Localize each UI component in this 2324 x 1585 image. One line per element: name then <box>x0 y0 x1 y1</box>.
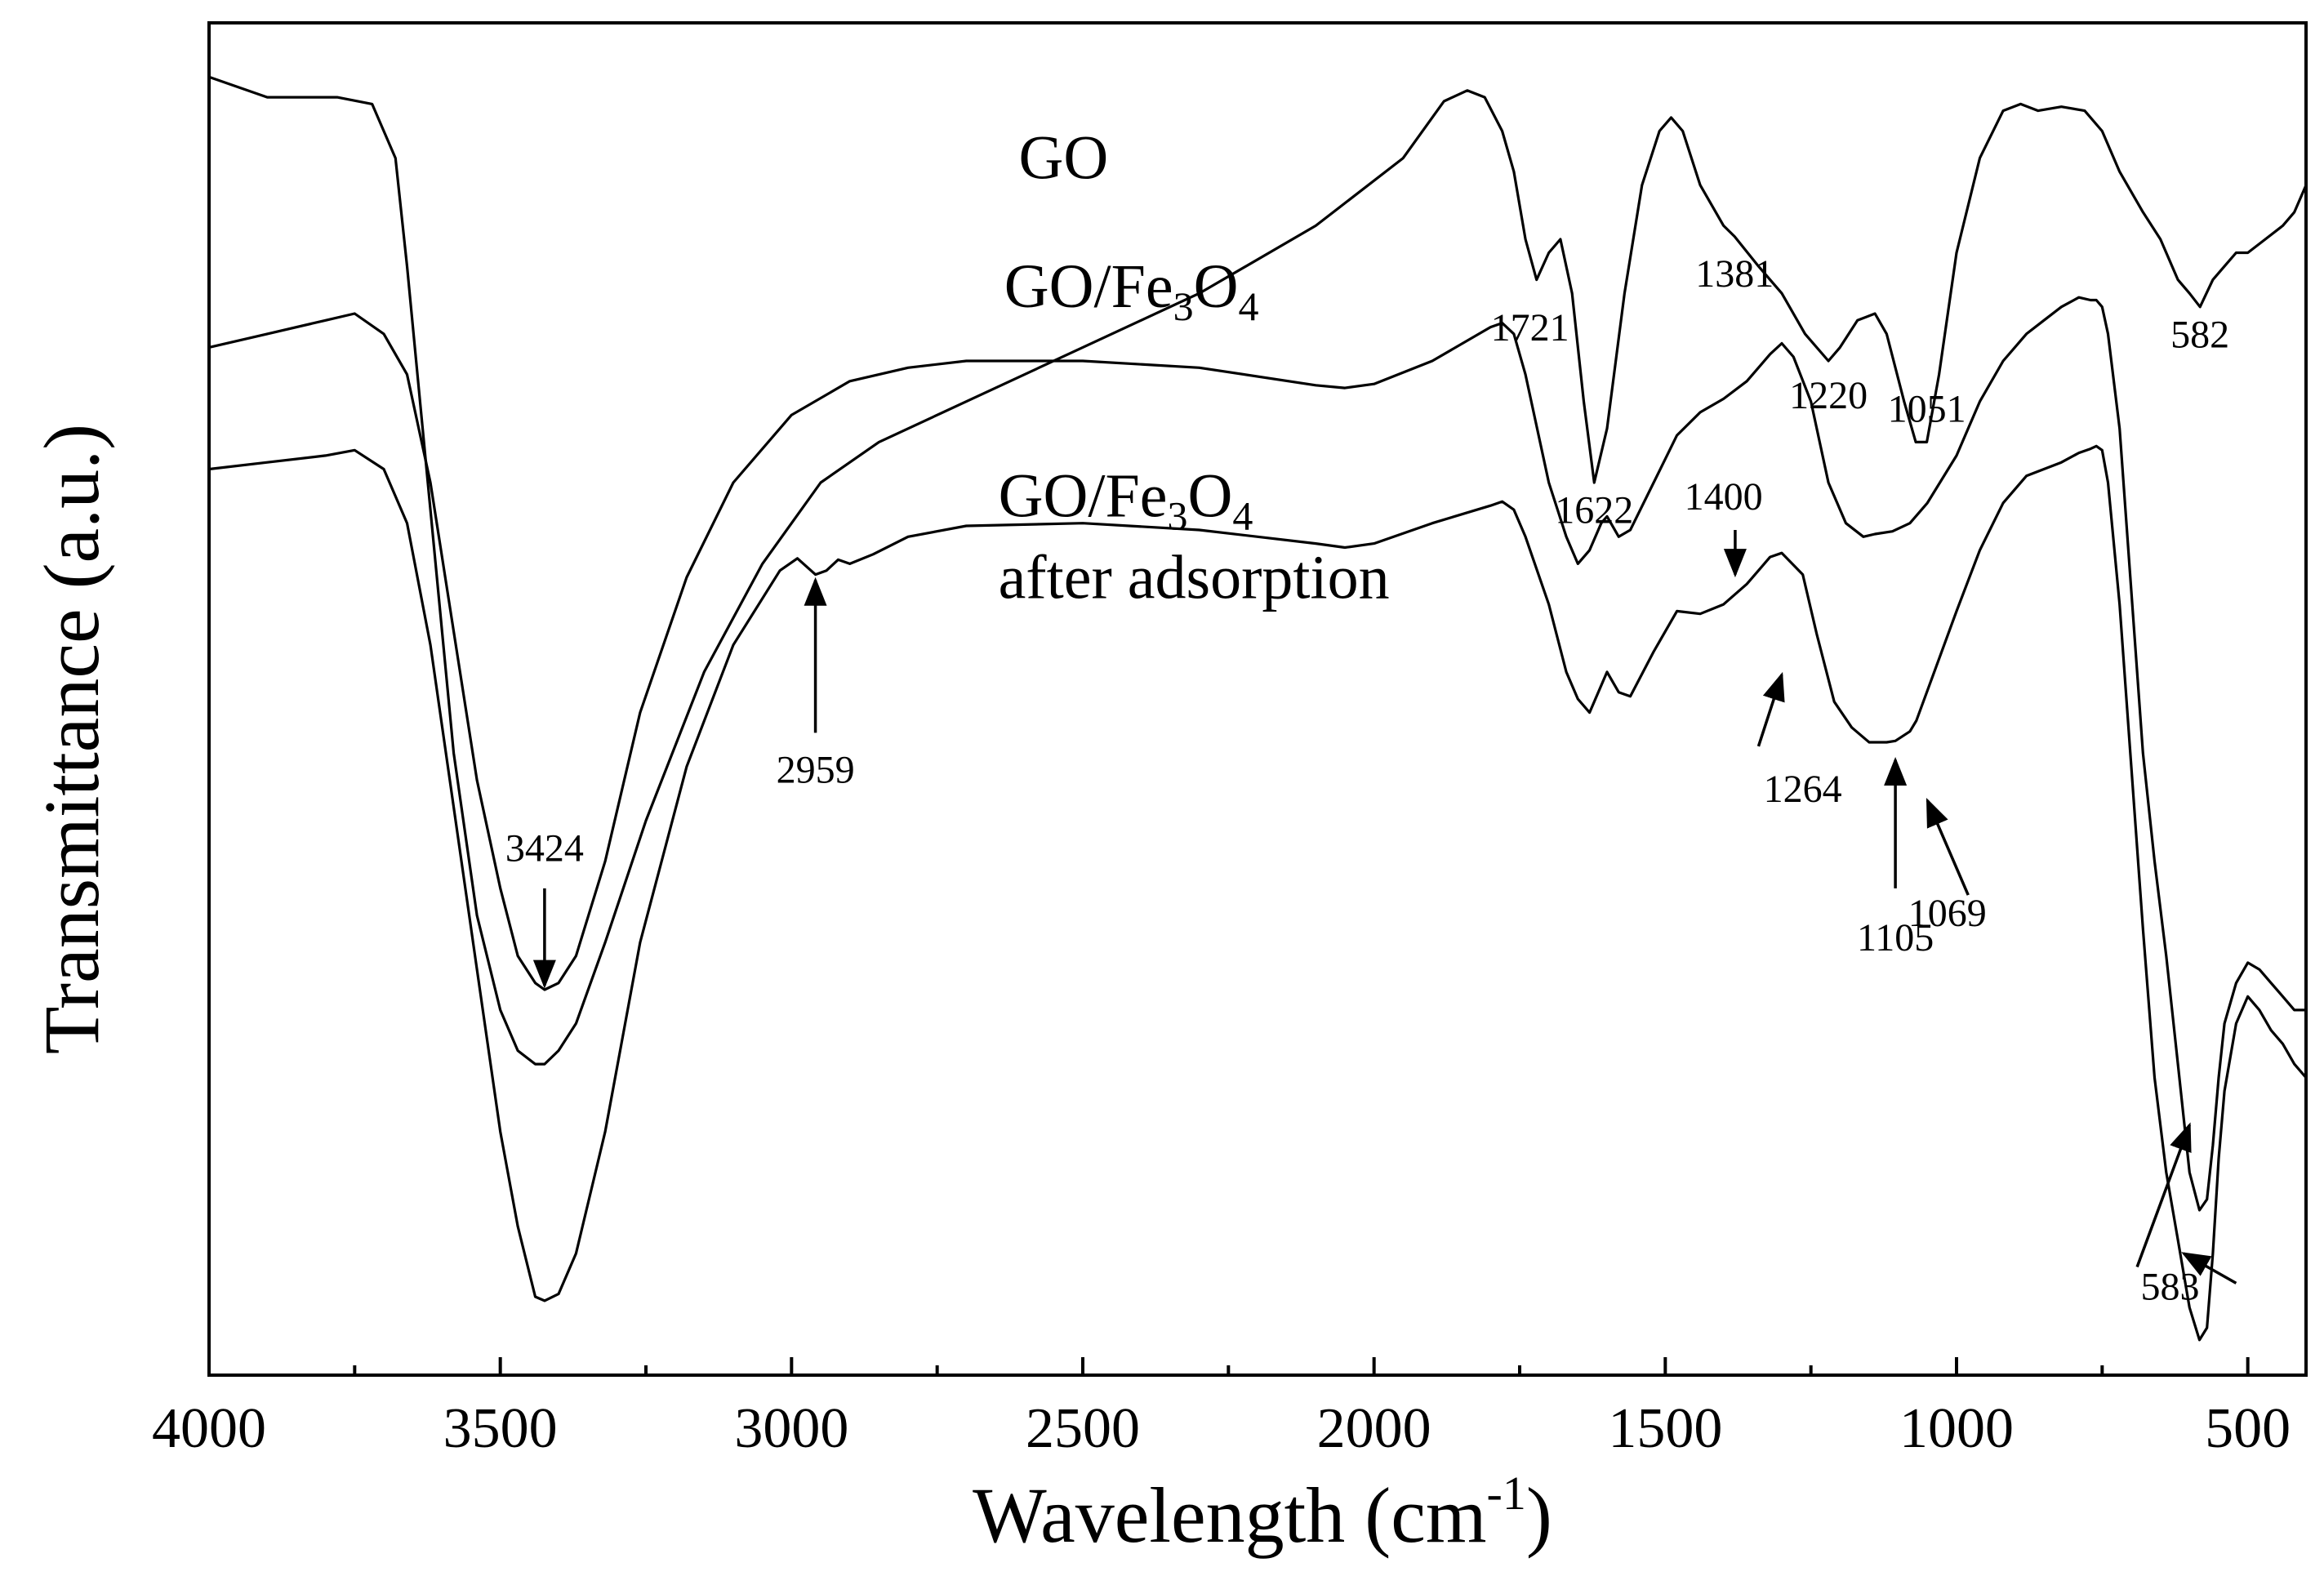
peak-label-1220: 1220 <box>1789 374 1868 417</box>
peak-label-583: 583 <box>2140 1265 2199 1308</box>
peak-label-583-arrow-2 <box>2181 1252 2237 1284</box>
series-label-go-fe3o4: GO/Fe3O4 <box>1004 252 1259 329</box>
x-axis-title: Wavelength (cm-1) <box>973 1467 1552 1559</box>
peak-label-1721: 1721 <box>1491 306 1569 350</box>
peak-label-582: 582 <box>2170 313 2229 356</box>
x-tick-label: 3000 <box>734 1397 848 1460</box>
peak-label-1381: 1381 <box>1695 252 1774 296</box>
peak-label-1069: 1069 <box>1908 892 1987 935</box>
peak-label-3424: 3424 <box>505 827 584 870</box>
series-line-go-fe3o4-after-adsorption <box>208 444 2308 1342</box>
x-tick-label: 3500 <box>443 1397 558 1460</box>
x-tick-label: 2500 <box>1026 1397 1140 1460</box>
series-layer <box>208 75 2308 1342</box>
peak-label-1400: 1400 <box>1685 475 1763 519</box>
peak-label-1264-arrow <box>1756 671 1785 747</box>
peak-annotations: 1721 1622 1381 1220 1051 582 3424 1400 2959 1264 1… <box>505 252 2237 1308</box>
series-line-go-fe3o4 <box>208 296 2306 1212</box>
x-ticks: 4000 3500 3000 2500 2000 1500 1000 500 <box>152 1357 2291 1460</box>
peak-label-1264: 1264 <box>1764 768 1842 811</box>
peak-label-583-arrow <box>2135 1122 2192 1268</box>
series-line-go <box>208 75 2308 1066</box>
peak-label-1051: 1051 <box>1888 388 1966 431</box>
series-label-go-fe3o4-after-adsorption: GO/Fe3O4 <box>999 461 1253 538</box>
peak-label-1105: 1105 <box>1857 916 1934 959</box>
peak-label-1622: 1622 <box>1555 489 1633 532</box>
peak-label-1069-arrow <box>1926 797 1970 896</box>
x-tick-label: 2000 <box>1317 1397 1431 1460</box>
series-label-go-fe3o4-after-adsorption-line2: after adsorption <box>999 543 1390 612</box>
x-tick-label: 1500 <box>1608 1397 1722 1460</box>
x-tick-label: 500 <box>2205 1397 2291 1460</box>
peak-label-2959: 2959 <box>777 749 855 792</box>
plot-frame <box>207 21 2308 1377</box>
x-axis-title-superscript: -1 <box>1487 1467 1526 1520</box>
y-axis-title: Transmittance (a.u.) <box>28 424 115 1054</box>
x-tick-label: 1000 <box>1899 1397 2014 1460</box>
series-label-go: GO <box>1019 123 1109 192</box>
x-tick-label: 4000 <box>152 1397 266 1460</box>
